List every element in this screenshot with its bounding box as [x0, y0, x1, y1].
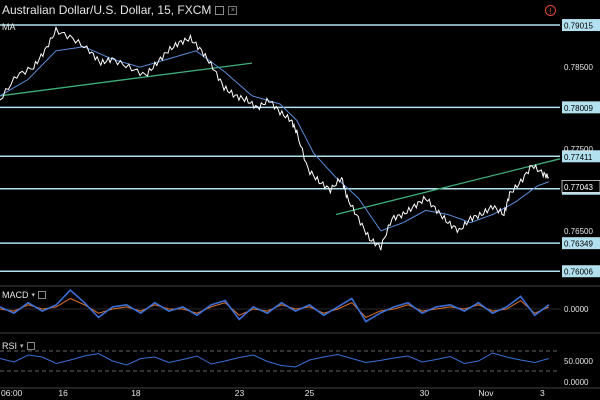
price-line	[0, 25, 550, 251]
current-price-label: 0.77043	[564, 183, 593, 192]
price-tick-label: 0.76500	[564, 227, 593, 236]
price-axis: 0.78500 0.77500 0.76500 0.77043	[0, 63, 600, 389]
time-tick-label: 25	[305, 388, 315, 398]
price-tick-label: 0.78500	[564, 63, 593, 72]
trend-line	[0, 62, 253, 97]
chart-title: Australian Dollar/U.S. Dollar, 15, FXCM	[2, 3, 212, 17]
settings-square-icon[interactable]	[26, 342, 35, 350]
chevron-down-icon[interactable]: ▾	[20, 343, 24, 350]
rsi-line	[0, 352, 549, 368]
settings-square-icon[interactable]	[215, 5, 225, 15]
ma-line	[0, 46, 549, 232]
time-tick-label: Nov	[478, 388, 494, 398]
chart-header: Australian Dollar/U.S. Dollar, 15, FXCM …	[2, 3, 238, 17]
level-label: 0.77411	[564, 153, 593, 162]
level-label: 0.76006	[564, 268, 593, 277]
settings-square-icon[interactable]	[38, 291, 47, 299]
macd-tick-label: 0.0000	[564, 305, 589, 314]
rsi-tick-label: 50.0000	[564, 357, 593, 366]
price-tick-label: 0.77500	[564, 145, 593, 154]
macd-label: MACD	[2, 290, 29, 300]
time-tick-label: 16	[58, 388, 68, 398]
ma-label: MA	[2, 22, 16, 32]
macd-pane: 0.0000	[0, 288, 589, 323]
price-series	[0, 25, 550, 251]
macd-indicator-label[interactable]: MACD ▾	[2, 290, 47, 300]
macd-line	[0, 288, 550, 323]
time-tick-label: 23	[235, 388, 245, 398]
level-label: 0.79015	[564, 22, 593, 31]
trend-lines	[0, 62, 561, 216]
rsi-indicator-label[interactable]: RSI ▾	[2, 341, 35, 351]
level-label: 0.76349	[564, 240, 593, 249]
alert-circle-icon[interactable]: !	[545, 5, 556, 16]
current-price-box	[561, 179, 600, 193]
chevron-down-icon[interactable]: ▾	[31, 292, 36, 299]
time-tick-label: 30	[420, 388, 430, 398]
rsi-label: RSI	[2, 341, 18, 351]
horizontal-levels: 0.790150.780090.774110.770140.763490.760…	[0, 19, 600, 278]
level-label-box	[562, 19, 600, 32]
time-axis: 06:00 16 18 23 25 30 Nov 3	[1, 388, 545, 398]
rsi-pane: 50.0000 0.0000	[0, 350, 593, 387]
level-label-box	[562, 150, 600, 163]
time-tick-label: 06:00	[1, 388, 23, 398]
level-label: 0.78009	[564, 104, 593, 113]
time-tick-label: 3	[540, 388, 545, 398]
close-square-icon[interactable]: ×	[228, 5, 238, 15]
level-label-box	[562, 101, 600, 114]
level-label-box	[562, 237, 600, 250]
rsi-tick-label: 0.0000	[564, 378, 589, 387]
time-tick-label: 18	[131, 388, 141, 398]
trend-line	[335, 158, 561, 216]
level-label-box	[562, 265, 600, 278]
ma-indicator-label[interactable]: MA	[2, 22, 16, 32]
